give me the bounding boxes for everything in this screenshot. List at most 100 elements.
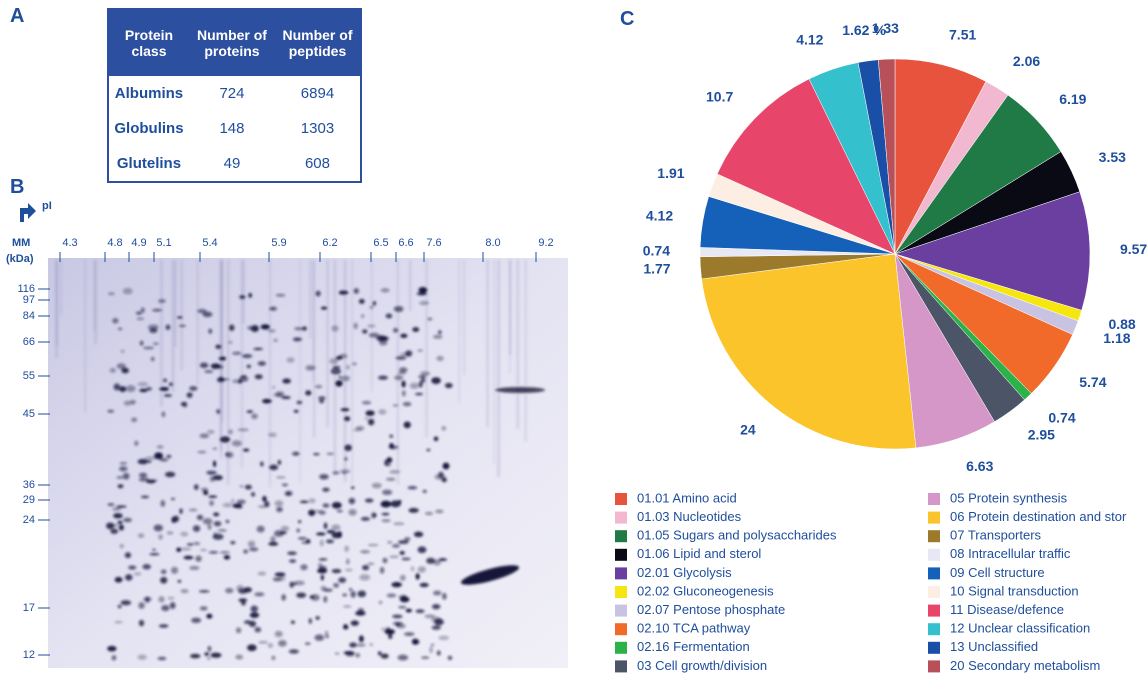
spot bbox=[163, 378, 167, 382]
spot bbox=[341, 408, 350, 412]
spot bbox=[289, 649, 299, 653]
spot bbox=[404, 421, 411, 428]
spot bbox=[420, 371, 430, 376]
spot bbox=[225, 452, 233, 458]
spot bbox=[217, 377, 225, 382]
spot bbox=[224, 555, 230, 559]
spot bbox=[332, 366, 340, 369]
spot bbox=[403, 402, 411, 406]
spot bbox=[309, 498, 316, 503]
spot bbox=[335, 652, 340, 654]
spot bbox=[160, 577, 167, 584]
spot bbox=[332, 569, 342, 573]
streak bbox=[409, 260, 411, 311]
spot bbox=[275, 631, 283, 637]
data-label: 7.51 bbox=[949, 26, 976, 42]
spot bbox=[305, 390, 311, 395]
spot bbox=[171, 498, 175, 500]
spot bbox=[414, 532, 423, 537]
spot bbox=[145, 456, 156, 460]
spot bbox=[119, 386, 126, 392]
spot bbox=[108, 293, 114, 295]
pi-label: 6.6 bbox=[398, 237, 413, 249]
spot bbox=[247, 410, 253, 413]
spot bbox=[248, 541, 255, 548]
legend-swatch bbox=[928, 512, 940, 524]
legend-label: 13 Unclassified bbox=[950, 639, 1038, 654]
data-label: 6.63 bbox=[966, 458, 993, 474]
spot bbox=[177, 316, 183, 318]
spot bbox=[431, 377, 441, 384]
spot bbox=[387, 594, 397, 598]
spot bbox=[378, 651, 382, 655]
mw-label: 12 bbox=[23, 649, 35, 661]
spot bbox=[427, 449, 431, 451]
legend-swatch bbox=[928, 623, 940, 635]
spot bbox=[181, 548, 191, 551]
spot bbox=[228, 341, 232, 344]
spot bbox=[393, 404, 398, 407]
spot bbox=[202, 312, 212, 317]
spot bbox=[360, 550, 370, 553]
spot bbox=[380, 567, 384, 574]
spot bbox=[383, 558, 388, 563]
spot bbox=[285, 493, 290, 495]
pi-label: 5.4 bbox=[202, 237, 217, 249]
data-label: 0.74 bbox=[643, 242, 670, 258]
legend-label: 12 Unclear classification bbox=[950, 621, 1090, 636]
spot bbox=[322, 488, 329, 492]
spot bbox=[119, 466, 127, 471]
spot bbox=[197, 515, 203, 520]
data-label: 1.33 bbox=[872, 20, 899, 36]
spot bbox=[276, 476, 285, 478]
spot bbox=[240, 485, 244, 487]
spot bbox=[350, 591, 356, 598]
spot bbox=[207, 657, 210, 660]
spot bbox=[193, 525, 200, 532]
spot bbox=[495, 387, 545, 393]
spot bbox=[382, 490, 392, 495]
data-label: 1.91 bbox=[657, 165, 684, 181]
spot bbox=[292, 452, 300, 456]
spot bbox=[319, 474, 328, 480]
legend-swatch bbox=[928, 586, 940, 598]
spot bbox=[118, 521, 123, 524]
spot bbox=[425, 512, 433, 515]
spot bbox=[437, 356, 444, 361]
spot bbox=[408, 486, 417, 489]
mw-label: 45 bbox=[23, 408, 35, 420]
spot bbox=[415, 393, 423, 395]
spot bbox=[161, 605, 169, 611]
spot bbox=[296, 529, 300, 533]
spot bbox=[197, 451, 206, 453]
streak bbox=[487, 260, 489, 427]
spot bbox=[442, 426, 446, 430]
spot bbox=[381, 654, 389, 659]
data-label: 4.12 bbox=[646, 207, 673, 223]
spot bbox=[116, 476, 123, 479]
spot bbox=[138, 459, 148, 464]
spot bbox=[261, 324, 270, 329]
spot bbox=[343, 626, 348, 630]
spot bbox=[226, 520, 230, 523]
spot bbox=[211, 653, 222, 658]
spot bbox=[396, 623, 400, 627]
spot bbox=[235, 655, 242, 660]
spot bbox=[437, 650, 441, 655]
legend-swatch bbox=[928, 493, 940, 505]
spot bbox=[420, 583, 429, 587]
spot bbox=[378, 376, 388, 380]
spot bbox=[332, 471, 339, 475]
streak bbox=[517, 260, 519, 429]
pi-label: 4.9 bbox=[131, 237, 146, 249]
spot bbox=[344, 457, 347, 461]
spot bbox=[326, 453, 334, 455]
spot bbox=[121, 600, 131, 605]
spot bbox=[232, 352, 242, 355]
spot bbox=[386, 314, 393, 319]
spot bbox=[134, 573, 142, 576]
legend-label: 02.07 Pentose phosphate bbox=[637, 602, 785, 617]
spot bbox=[418, 546, 427, 553]
pi-label: 4.3 bbox=[62, 237, 77, 249]
spot bbox=[272, 656, 276, 660]
